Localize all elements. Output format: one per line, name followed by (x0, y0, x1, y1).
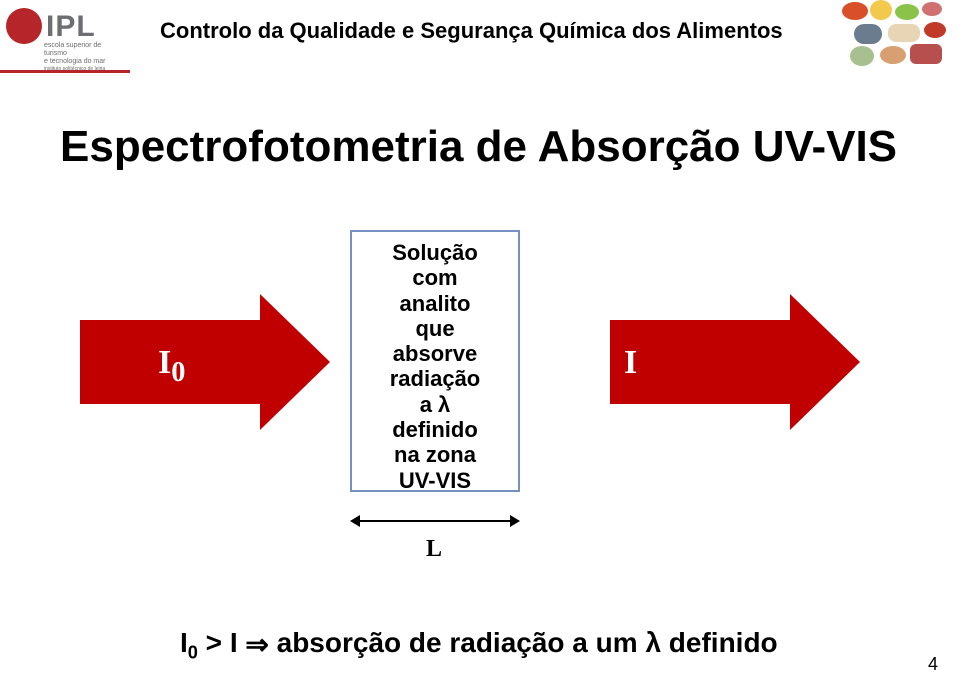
eq-tail: absorção de radiação a um (269, 627, 646, 658)
eq-i0: I0 (180, 627, 198, 658)
logo-sub-line1: escola superior de turismo (44, 42, 101, 57)
food-icon (850, 46, 874, 66)
food-icon (880, 46, 906, 64)
footer-equation: I0 > I ⇒ absorção de radiação a um λ def… (180, 626, 778, 664)
cuvette-text: Soluçãocomanalitoqueabsorveradiaçãoa λde… (352, 232, 518, 501)
length-arrow-left-icon (350, 515, 360, 527)
length-label: L (426, 536, 442, 563)
header-food-image (840, 0, 960, 70)
eq-lambda: λ (645, 627, 661, 658)
food-icon (870, 0, 892, 20)
food-icon (842, 2, 868, 20)
eq-tail2: definido (661, 627, 778, 658)
diagram: I0 Soluçãocomanalitoqueabsorveradiaçãoa … (0, 220, 960, 520)
length-line (360, 520, 510, 522)
logo-block: IPL escola superior de turismo e tecnolo… (6, 8, 124, 70)
main-title: Espectrofotometria de Absorção UV-VIS (60, 122, 897, 172)
food-icon (854, 24, 882, 44)
arrow-in-label: I0 (158, 344, 185, 389)
food-icon (910, 44, 942, 64)
food-icon (924, 22, 946, 38)
arrow-out-label: I (624, 344, 637, 382)
slide-header: IPL escola superior de turismo e tecnolo… (0, 0, 960, 80)
slide: IPL escola superior de turismo e tecnolo… (0, 0, 960, 689)
food-icon (895, 4, 919, 20)
header-stripe (0, 70, 130, 73)
eq-implies-icon: ⇒ (245, 628, 268, 661)
logo-circle-icon (6, 8, 42, 44)
logo-subtitle: escola superior de turismo e tecnologia … (44, 42, 124, 66)
eq-i: I (180, 627, 188, 658)
food-icon (922, 2, 942, 16)
logo-sub-line2: e tecnologia do mar (44, 58, 105, 65)
food-icon (888, 24, 920, 42)
logo-text: IPL (46, 10, 96, 44)
eq-gt: > I (198, 627, 245, 658)
cuvette-box: Soluçãocomanalitoqueabsorveradiaçãoa λde… (350, 230, 520, 492)
page-number: 4 (928, 654, 938, 675)
header-title: Controlo da Qualidade e Segurança Químic… (160, 18, 860, 44)
length-arrow-right-icon (510, 515, 520, 527)
eq-sub0: 0 (188, 643, 198, 663)
arrow-in-head-icon (260, 294, 330, 430)
arrow-out-head-icon (790, 294, 860, 430)
